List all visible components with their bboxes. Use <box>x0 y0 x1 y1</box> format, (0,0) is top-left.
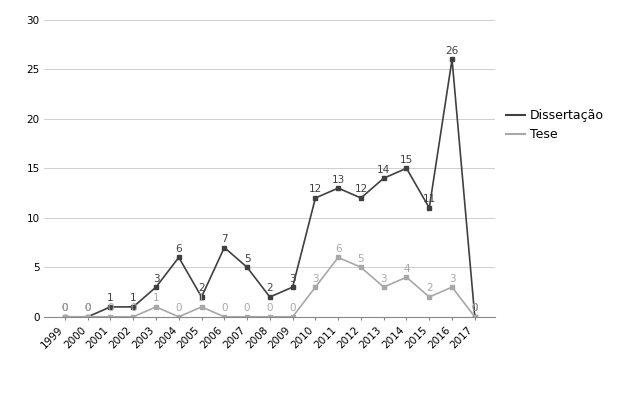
Dissertação <box>380 176 387 181</box>
Tese <box>425 295 433 299</box>
Text: 12: 12 <box>309 185 322 194</box>
Tese <box>335 255 342 260</box>
Legend: Dissertação, Tese: Dissertação, Tese <box>506 109 604 141</box>
Dissertação <box>471 314 479 319</box>
Text: 0: 0 <box>62 303 68 313</box>
Dissertação <box>61 314 69 319</box>
Dissertação <box>197 295 205 299</box>
Text: 3: 3 <box>312 274 319 284</box>
Text: 0: 0 <box>472 303 478 313</box>
Dissertação <box>175 255 183 260</box>
Dissertação <box>152 285 160 289</box>
Text: 3: 3 <box>152 274 159 284</box>
Tese <box>130 314 137 319</box>
Line: Dissertação: Dissertação <box>64 58 476 318</box>
Text: 0: 0 <box>290 303 296 313</box>
Text: 6: 6 <box>335 244 342 254</box>
Dissertação <box>243 265 251 270</box>
Dissertação <box>84 314 91 319</box>
Text: 0: 0 <box>221 303 227 313</box>
Text: 11: 11 <box>423 194 436 204</box>
Tese <box>61 314 69 319</box>
Tese <box>403 275 410 280</box>
Tese <box>448 285 456 289</box>
Text: 5: 5 <box>244 254 250 264</box>
Text: 5: 5 <box>358 254 364 264</box>
Dissertação <box>335 186 342 190</box>
Text: 14: 14 <box>377 165 391 175</box>
Text: 0: 0 <box>130 303 137 313</box>
Tese <box>175 314 183 319</box>
Text: 26: 26 <box>445 46 458 56</box>
Tese <box>84 314 91 319</box>
Text: 3: 3 <box>380 274 387 284</box>
Dissertação <box>312 196 319 200</box>
Text: 15: 15 <box>400 155 413 165</box>
Text: 0: 0 <box>244 303 250 313</box>
Text: 1: 1 <box>130 293 137 303</box>
Text: 0: 0 <box>267 303 273 313</box>
Dissertação <box>289 285 297 289</box>
Text: 2: 2 <box>267 284 273 293</box>
Text: 7: 7 <box>221 234 227 244</box>
Text: 13: 13 <box>331 175 345 185</box>
Tese <box>266 314 274 319</box>
Tese <box>152 305 160 309</box>
Tese <box>243 314 251 319</box>
Text: 4: 4 <box>403 264 410 274</box>
Text: 1: 1 <box>107 293 114 303</box>
Tese <box>380 285 387 289</box>
Dissertação <box>130 305 137 309</box>
Text: 1: 1 <box>198 293 205 303</box>
Tese <box>312 285 319 289</box>
Dissertação <box>357 196 364 200</box>
Text: 0: 0 <box>62 303 68 313</box>
Text: 1: 1 <box>152 293 159 303</box>
Text: 3: 3 <box>290 274 296 284</box>
Tese <box>197 305 205 309</box>
Tese <box>107 314 114 319</box>
Text: 2: 2 <box>426 284 432 293</box>
Text: 0: 0 <box>84 303 91 313</box>
Text: 2: 2 <box>198 284 205 293</box>
Text: 12: 12 <box>354 185 368 194</box>
Dissertação <box>266 295 274 299</box>
Line: Tese: Tese <box>64 256 476 318</box>
Tese <box>471 314 479 319</box>
Dissertação <box>425 206 433 210</box>
Text: 0: 0 <box>84 303 91 313</box>
Tese <box>220 314 228 319</box>
Dissertação <box>220 245 228 250</box>
Text: 0: 0 <box>472 303 478 313</box>
Tese <box>289 314 297 319</box>
Text: 3: 3 <box>449 274 455 284</box>
Text: 0: 0 <box>175 303 182 313</box>
Dissertação <box>403 166 410 171</box>
Tese <box>357 265 364 270</box>
Text: 6: 6 <box>175 244 182 254</box>
Dissertação <box>448 57 456 62</box>
Text: 0: 0 <box>107 303 114 313</box>
Dissertação <box>107 305 114 309</box>
